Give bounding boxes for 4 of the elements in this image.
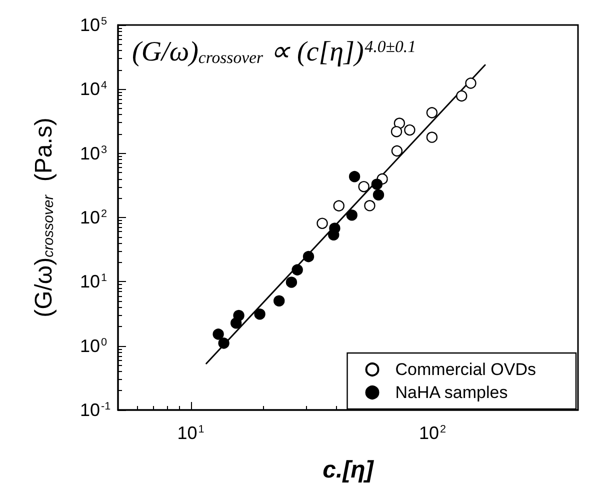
legend-label: NaHA samples <box>395 383 508 402</box>
legend-label: Commercial OVDs <box>395 360 536 379</box>
y-axis-title: (G/ω)crossover (Pa.s) <box>30 118 58 318</box>
x-axis-title: c.[η] <box>322 456 374 484</box>
